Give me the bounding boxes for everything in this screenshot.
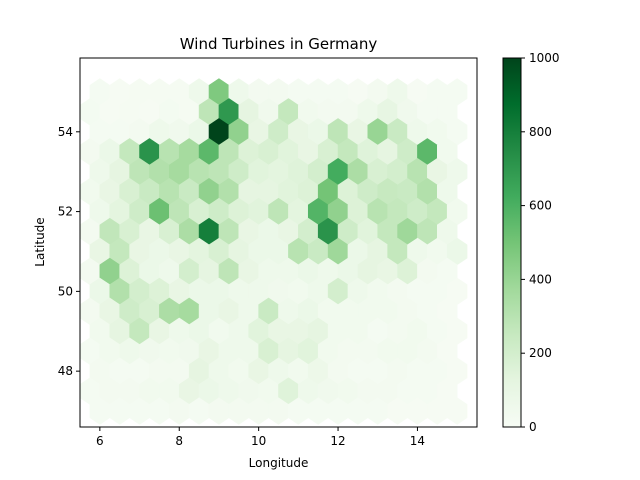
hexbin-cells — [80, 78, 468, 425]
colorbar-tick-label: 600 — [529, 199, 552, 213]
colorbar-tick-label: 1000 — [529, 51, 560, 65]
colorbar-tick-label: 200 — [529, 346, 552, 360]
x-axis-label: Longitude — [249, 456, 309, 470]
x-tick-label: 8 — [175, 434, 183, 448]
x-tick-label: 12 — [330, 434, 345, 448]
y-tick-label: 54 — [58, 125, 73, 139]
plot-frame — [79, 57, 478, 428]
x-axis-ticks: 6 8 10 12 14 — [96, 427, 425, 448]
colorbar-gradient — [502, 57, 522, 428]
colorbar-tick-label: 0 — [529, 420, 537, 434]
colorbar-ticks: 0 200 400 600 800 1000 — [521, 51, 560, 434]
y-tick-label: 50 — [58, 284, 73, 298]
y-axis-label: Latitude — [33, 217, 47, 266]
y-tick-label: 52 — [58, 205, 73, 219]
x-tick-label: 14 — [410, 434, 425, 448]
colorbar-tick-label: 400 — [529, 272, 552, 286]
colorbar: 0 200 400 600 800 1000 — [502, 51, 560, 434]
hexbin-cell — [446, 397, 468, 425]
x-tick-label: 6 — [96, 434, 104, 448]
y-axis-ticks: 48 50 52 54 — [58, 125, 80, 378]
chart-title: Wind Turbines in Germany — [180, 35, 378, 53]
colorbar-tick-label: 800 — [529, 125, 552, 139]
y-tick-label: 48 — [58, 364, 73, 378]
x-tick-label: 10 — [251, 434, 266, 448]
